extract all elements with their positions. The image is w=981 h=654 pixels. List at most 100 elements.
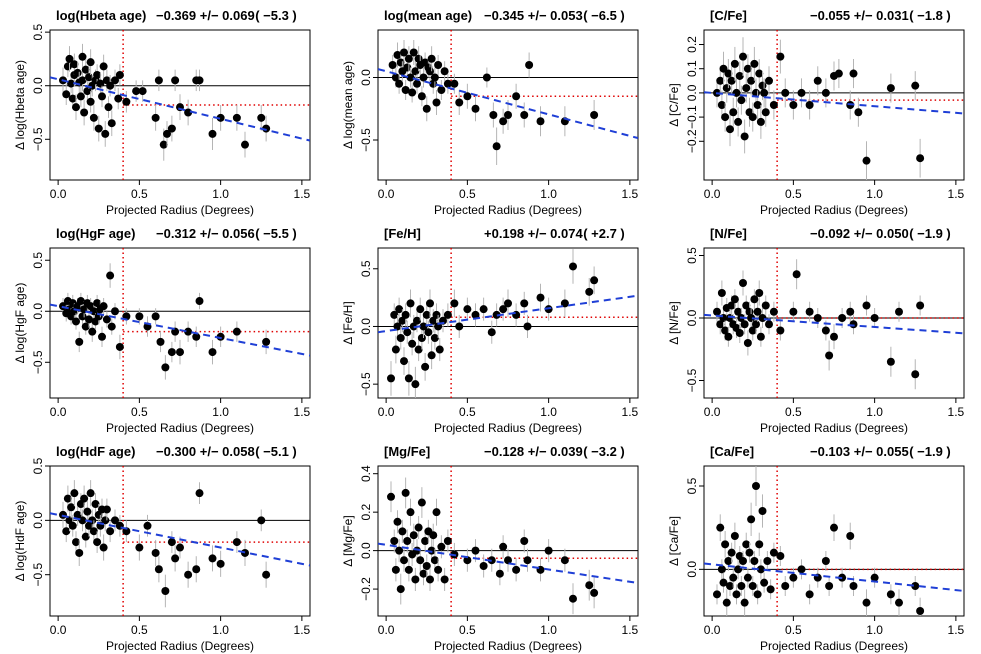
data-point (727, 301, 736, 310)
data-point (403, 537, 412, 545)
data-point (434, 565, 443, 574)
data-point (208, 348, 217, 357)
y-tick-label: −0.2 (685, 129, 699, 153)
data-point (724, 332, 733, 341)
data-point (569, 594, 577, 603)
x-tick-label: 0.0 (50, 187, 67, 201)
data-point (67, 79, 76, 88)
data-point (76, 297, 85, 306)
y-axis-title: Δ log(mean age) (341, 61, 355, 149)
data-point (75, 337, 84, 346)
data-point (216, 332, 225, 341)
data-point (590, 588, 599, 597)
data-point (387, 492, 395, 501)
x-tick-label: 0.0 (378, 187, 395, 201)
x-tick-label: 0.5 (785, 187, 802, 201)
data-point (434, 61, 443, 69)
data-point (523, 322, 532, 331)
data-point (102, 505, 111, 514)
data-point (404, 54, 413, 63)
plot-frame (49, 29, 311, 181)
data-point (805, 590, 814, 599)
y-tick-label: −0.2 (359, 577, 373, 601)
y-tick-label: 0.5 (31, 457, 45, 474)
x-tick-label: 1.0 (212, 623, 229, 637)
data-point (499, 305, 508, 314)
data-point (755, 540, 764, 549)
data-point (62, 527, 71, 536)
data-point (435, 345, 444, 354)
x-tick-label: 1.0 (866, 187, 883, 201)
y-tick-label: 0.0 (685, 561, 699, 578)
data-point (830, 332, 838, 341)
data-point (102, 315, 111, 324)
data-point (432, 310, 441, 319)
data-point (747, 515, 756, 524)
data-point (89, 527, 98, 536)
data-point (722, 84, 731, 93)
data-point (400, 556, 408, 565)
data-point (68, 94, 77, 103)
data-point (455, 98, 464, 107)
panel-grid: log(Hbeta age) −0.369 +/− 0.069( −5.3 ) 0.… (13, 8, 965, 653)
chart-panel: log(mean age) −0.345 +/− 0.053( −6.5 ) 0.0… (341, 8, 639, 217)
data-point (895, 598, 903, 607)
significance-value: ( −5.1 ) (255, 444, 297, 459)
data-point (740, 132, 749, 141)
x-tick-label: 1.0 (212, 187, 229, 201)
significance-value: ( −1.8 ) (909, 8, 951, 23)
data-point (870, 314, 879, 322)
data-point (163, 129, 171, 138)
y-axis-title: Δ log(Hbeta age) (13, 60, 27, 150)
x-tick-label: 0.5 (459, 623, 476, 637)
data-point (88, 327, 97, 336)
significance-value: ( −5.3 ) (255, 8, 297, 23)
data-point (81, 322, 90, 331)
data-point (544, 546, 553, 555)
fit-line (50, 303, 310, 357)
data-point (870, 573, 879, 582)
data-point (398, 527, 407, 536)
x-axis-title: Projected Radius (Degrees) (106, 639, 254, 653)
data-point (195, 76, 204, 85)
slope-value: −0.312 +/− 0.056 (156, 226, 255, 241)
data-point (590, 111, 599, 119)
data-point (776, 52, 785, 61)
data-point (167, 348, 176, 357)
data-point (838, 314, 847, 322)
data-point (417, 92, 426, 101)
x-tick-label: 0.5 (131, 405, 148, 419)
data-point (154, 76, 163, 85)
data-point (99, 302, 108, 311)
data-point (437, 542, 446, 551)
y-axis-title: Δ [Mg/Fe] (341, 515, 355, 566)
plot-frame (703, 247, 965, 399)
x-axis-title: Projected Radius (Degrees) (106, 421, 254, 435)
data-point (745, 548, 754, 557)
data-point (413, 79, 421, 88)
x-tick-label: 1.0 (540, 405, 557, 419)
data-point (834, 69, 843, 78)
y-tick-label: 0.5 (685, 477, 699, 494)
chart-panel: [C/Fe] −0.055 +/− 0.031( −1.8 ) 0.0 0.5 1.0 1… (667, 8, 965, 217)
x-tick-label: 0.0 (50, 405, 67, 419)
data-point (520, 537, 529, 545)
y-tick-label: 0.4 (359, 465, 373, 482)
data-point (758, 81, 767, 90)
data-point (83, 87, 92, 96)
fit-line (704, 562, 964, 592)
x-tick-label: 1.5 (294, 405, 311, 419)
data-point (115, 342, 124, 351)
significance-value: ( −1.9 ) (909, 226, 951, 241)
data-point (776, 326, 785, 335)
data-point (821, 557, 830, 565)
data-point (216, 559, 225, 568)
data-point (176, 348, 184, 357)
data-point (911, 582, 920, 590)
data-point (797, 565, 806, 574)
data-point (99, 62, 108, 71)
data-point (758, 507, 767, 515)
data-point (422, 562, 431, 570)
data-point (430, 556, 439, 565)
